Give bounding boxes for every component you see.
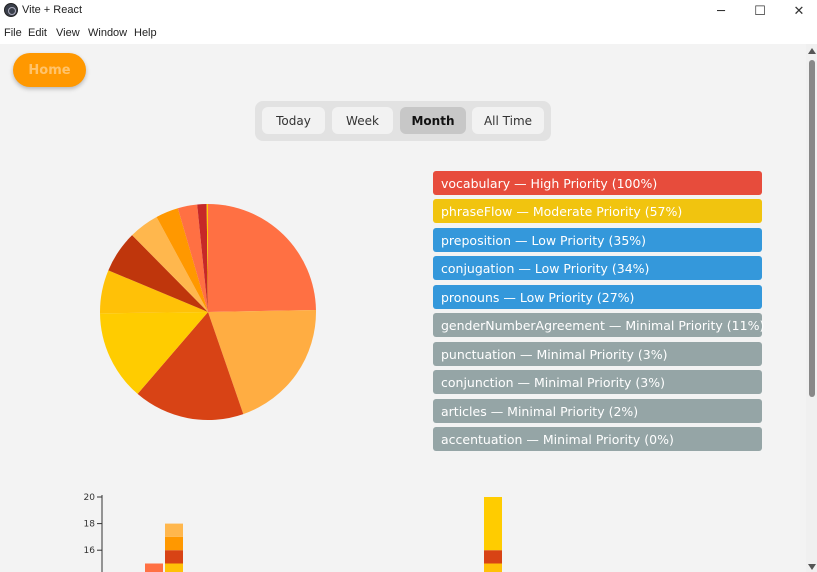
priority-pie-chart bbox=[100, 204, 316, 420]
legend-item: vocabulary — High Priority (100%) bbox=[433, 171, 762, 195]
pie-slice-genderNumberAgreement bbox=[108, 235, 208, 312]
tab-month[interactable]: Month bbox=[400, 107, 466, 134]
pie-slice-conjugation bbox=[100, 312, 208, 394]
stacked-bar-chart: 20 18 16 bbox=[84, 493, 502, 572]
y-tick-label: 20 bbox=[84, 493, 96, 503]
pie-slice-accentuation bbox=[197, 204, 208, 312]
title-bar: Vite + React ─ ☐ ✕ bbox=[0, 0, 817, 22]
pie-slice-preposition bbox=[137, 312, 244, 420]
menu-file[interactable]: File bbox=[4, 27, 22, 39]
legend-item: conjunction — Minimal Priority (3%) bbox=[433, 370, 762, 394]
tab-all-time[interactable]: All Time bbox=[472, 107, 544, 134]
bar-segment bbox=[484, 497, 502, 551]
scroll-up-arrow-icon[interactable] bbox=[808, 48, 816, 54]
pie-slice-conjunction bbox=[156, 208, 208, 312]
legend-item: phraseFlow — Moderate Priority (57%) bbox=[433, 199, 762, 223]
bar-segment bbox=[484, 563, 502, 572]
app-icon bbox=[4, 3, 18, 17]
y-tick-label: 18 bbox=[84, 520, 96, 530]
pie-slice-other-1 bbox=[206, 204, 208, 312]
minimize-button[interactable]: ─ bbox=[717, 3, 725, 19]
menu-bar: File Edit View Window Help bbox=[0, 22, 817, 44]
window-title: Vite + React bbox=[22, 4, 83, 16]
legend-item: preposition — Low Priority (35%) bbox=[433, 228, 762, 252]
bar-segment bbox=[145, 563, 163, 572]
pie-slice-vocabulary bbox=[208, 204, 316, 312]
legend-item: punctuation — Minimal Priority (3%) bbox=[433, 342, 762, 366]
legend-item: genderNumberAgreement — Minimal Priority… bbox=[433, 313, 764, 337]
pie-slice-punctuation bbox=[132, 217, 208, 312]
menu-edit[interactable]: Edit bbox=[28, 27, 47, 39]
home-button[interactable]: Home bbox=[13, 53, 86, 87]
pie-slice-phraseFlow bbox=[208, 309, 316, 415]
pie-slice-pronouns bbox=[100, 270, 208, 314]
scroll-thumb[interactable] bbox=[809, 60, 815, 397]
y-tick-label: 16 bbox=[84, 546, 96, 556]
legend-item: accentuation — Minimal Priority (0%) bbox=[433, 427, 762, 451]
vertical-scrollbar[interactable] bbox=[806, 44, 817, 572]
close-button[interactable]: ✕ bbox=[793, 3, 805, 19]
legend-item: pronouns — Low Priority (27%) bbox=[433, 285, 762, 309]
tab-today[interactable]: Today bbox=[262, 107, 325, 134]
tab-week[interactable]: Week bbox=[332, 107, 393, 134]
pie-slice-articles bbox=[177, 204, 208, 312]
bar-segment bbox=[165, 563, 183, 572]
menu-window[interactable]: Window bbox=[88, 27, 128, 39]
time-range-tabs: Today Week Month All Time bbox=[255, 101, 551, 141]
menu-help[interactable]: Help bbox=[134, 27, 157, 39]
main-content: Home Today Week Month All Time vocabular… bbox=[0, 44, 806, 572]
legend-item: conjugation — Low Priority (34%) bbox=[433, 256, 762, 280]
bar-segment bbox=[165, 536, 183, 551]
legend-item: articles — Minimal Priority (2%) bbox=[433, 399, 762, 423]
bar-segment bbox=[165, 550, 183, 564]
bar-segment bbox=[165, 523, 183, 537]
maximize-button[interactable]: ☐ bbox=[754, 3, 766, 19]
menu-view[interactable]: View bbox=[56, 27, 80, 39]
bar-segment bbox=[484, 550, 502, 564]
scroll-down-arrow-icon[interactable] bbox=[808, 564, 816, 570]
